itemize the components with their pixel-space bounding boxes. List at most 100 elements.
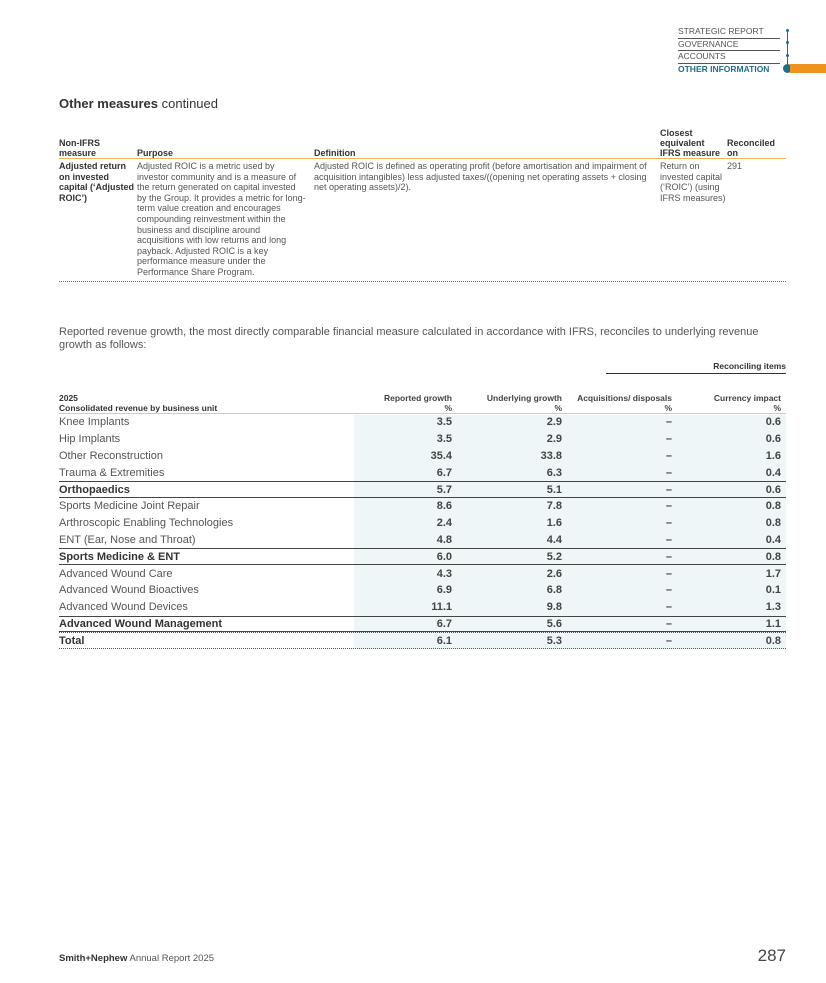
table-row: Other Reconstruction 35.4 33.8 – 1.6 [59,448,786,465]
value-cell: 6.1 [436,634,452,647]
value-cell: 1.6 [546,517,562,530]
nav-dot-icon [786,54,789,57]
value-cell: 0.8 [765,517,781,530]
value-cell: 1.3 [765,601,781,614]
reconciling-items-header: Reconciling items [59,361,786,374]
ifrs-measure-cell: Return on invested capital (‘ROIC’) (usi… [660,161,726,203]
value-cell: – [665,433,672,446]
header-cell: Currency impact% [713,393,781,413]
table-row: Sports Medicine & ENT 6.0 5.2 – 0.8 [59,548,786,566]
header-cell: Reported growth% [384,393,452,413]
row-label: Total [59,634,85,647]
value-cell: 1.1 [765,617,781,630]
footer: Smith+Nephew Annual Report 2025 [59,953,215,964]
nav-line [787,30,788,68]
value-cell: 6.9 [436,584,452,597]
row-label: Knee Implants [59,416,130,429]
value-cell: – [665,500,672,513]
value-cell: – [665,416,672,429]
definition-cell: Adjusted ROIC is defined as operating pr… [314,161,647,193]
value-cell: 8.6 [436,500,452,513]
table-row: Adjusted return on invested capital (‘Ad… [59,159,786,282]
nav-other-information[interactable]: OTHER INFORMATION [678,63,770,74]
value-cell: 5.3 [546,634,562,647]
value-cell: – [665,550,672,563]
header-cell: Underlying growth% [486,393,562,413]
header-cell: Purpose [137,148,174,158]
row-label: Sports Medicine & ENT [59,550,181,563]
value-cell: 0.6 [765,483,781,496]
table-row: Orthopaedics 5.7 5.1 – 0.6 [59,481,786,498]
value-cell: – [665,617,672,630]
row-label: Trauma & Extremities [59,466,165,479]
row-label: Advanced Wound Devices [59,601,188,614]
value-cell: 2.9 [546,416,562,429]
value-cell: 0.8 [765,550,781,563]
value-cell: – [665,466,672,479]
intro-text: Reported revenue growth, the most direct… [59,326,759,351]
value-cell: 33.8 [540,449,562,462]
value-cell: 1.7 [765,567,781,580]
value-cell: – [665,533,672,546]
value-cell: – [665,517,672,530]
value-cell: 0.1 [765,584,781,597]
table-row: Total 6.1 5.3 – 0.8 [59,632,786,650]
row-label: Orthopaedics [59,483,130,496]
measure-cell: Adjusted return on invested capital (‘Ad… [59,161,135,203]
section-title: Other measures continued [59,96,218,111]
header-cell: Definition [314,148,356,158]
nav-dot-icon [786,29,789,32]
value-cell: 4.3 [436,567,452,580]
value-cell: 5.6 [546,617,562,630]
value-cell: – [665,483,672,496]
table-row: ENT (Ear, Nose and Throat) 4.8 4.4 – 0.4 [59,532,786,549]
nav-accounts[interactable]: ACCOUNTS [678,51,780,64]
value-cell: 5.1 [546,483,562,496]
value-cell: 3.5 [436,433,452,446]
value-cell: 6.0 [436,550,452,563]
value-cell: 0.8 [765,634,781,647]
value-cell: 0.8 [765,500,781,513]
row-label: Other Reconstruction [59,449,163,462]
value-cell: 4.8 [436,533,452,546]
measures-table: Non-IFRS measure Purpose Definition Clos… [59,110,786,282]
value-cell: 4.4 [546,533,562,546]
value-cell: – [665,584,672,597]
row-label: Arthroscopic Enabling Technologies [59,517,234,530]
table-row: Advanced Wound Devices 11.1 9.8 – 1.3 [59,599,786,616]
table-row: Trauma & Extremities 6.7 6.3 – 0.4 [59,464,786,481]
section-nav: STRATEGIC REPORT GOVERNANCE ACCOUNTS OTH… [678,26,780,76]
reconciled-on-cell[interactable]: 291 [727,161,743,171]
header-cell: Reconciled on [727,138,776,158]
row-label: Hip Implants [59,433,121,446]
value-cell: – [665,634,672,647]
value-cell: 0.6 [765,433,781,446]
value-cell: 35.4 [430,449,452,462]
value-cell: 1.6 [765,449,781,462]
value-cell: 2.9 [546,433,562,446]
value-cell: 6.8 [546,584,562,597]
value-cell: 9.8 [546,601,562,614]
value-cell: 0.4 [765,533,781,546]
table-row: Sports Medicine Joint Repair 8.6 7.8 – 0.8 [59,498,786,515]
value-cell: 2.6 [546,567,562,580]
value-cell: 5.2 [546,550,562,563]
page-number: 287 [757,946,786,965]
nav-governance[interactable]: GOVERNANCE [678,39,780,51]
table-row: Advanced Wound Management 6.7 5.6 – 1.1 [59,615,786,633]
value-cell: – [665,601,672,614]
nav-strategic-report[interactable]: STRATEGIC REPORT [678,26,780,39]
table-row: Advanced Wound Care 4.3 2.6 – 1.7 [59,565,786,582]
row-label: Advanced Wound Management [59,617,222,630]
value-cell: 3.5 [436,416,452,429]
value-cell: 6.3 [546,466,562,479]
value-cell: 0.6 [765,416,781,429]
value-cell: 6.7 [436,466,452,479]
table-row: Arthroscopic Enabling Technologies 2.4 1.6… [59,515,786,532]
value-cell: 11.1 [431,601,452,614]
value-cell: 5.7 [436,483,452,496]
value-cell: 2.4 [436,517,452,530]
label-header: 2025 Consolidated revenue by business uni… [59,393,218,413]
row-label: ENT (Ear, Nose and Throat) [59,533,196,546]
row-label: Advanced Wound Bioactives [59,584,199,597]
